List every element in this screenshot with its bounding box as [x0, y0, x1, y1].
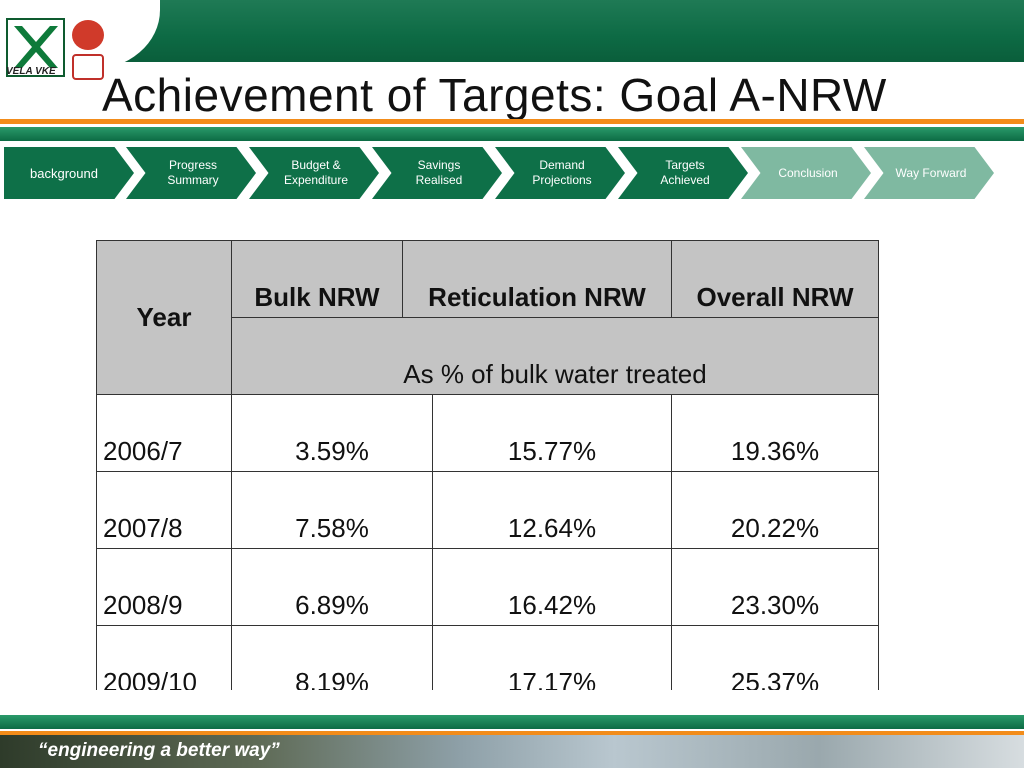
overall-cell: 20.22%: [671, 471, 879, 549]
footer-spacer: [0, 690, 1024, 712]
velavke-logo: [6, 18, 65, 77]
nav-demand-projections[interactable]: Demand Projections: [495, 147, 625, 199]
table-subheader-row: As % of bulk water treated: [97, 317, 879, 395]
nrw-table: Year Bulk NRW Reticulation NRW Overall N…: [96, 240, 879, 703]
year-cell: 2006/7: [96, 394, 232, 472]
reticulation-cell: 15.77%: [432, 394, 672, 472]
table-row: 2008/9 6.89% 16.42% 23.30%: [96, 548, 879, 626]
orange-rule: [0, 119, 1024, 124]
table-header-row: Year Bulk NRW Reticulation NRW Overall N…: [96, 240, 879, 395]
overall-nrw-header: Overall NRW: [671, 240, 879, 318]
nav-savings-realised[interactable]: Savings Realised: [372, 147, 502, 199]
nav-label: background: [30, 165, 98, 181]
page-title: Achievement of Targets: Goal A-NRW: [102, 69, 887, 121]
footer-slogan: “engineering a better way”: [38, 740, 280, 761]
bulk-nrw-header: Bulk NRW: [231, 240, 403, 318]
mm-logo: [72, 20, 104, 50]
footer-orange-rule: [0, 731, 1024, 735]
reticulation-nrw-header: Reticulation NRW: [402, 240, 672, 318]
nav-label: Way Forward: [895, 165, 967, 180]
nav-label: Targets Achieved: [660, 158, 710, 187]
sabs-logo: [72, 54, 104, 80]
nav-progress-summary[interactable]: Progress Summary: [126, 147, 256, 199]
table-row: 2006/7 3.59% 15.77% 19.36%: [96, 394, 879, 472]
logo-brand-text: VELA VKE: [6, 66, 56, 77]
bulk-cell: 3.59%: [231, 394, 433, 472]
nav-label: Conclusion: [778, 165, 838, 180]
section-nav: background Progress Summary Budget & Exp…: [4, 147, 1004, 199]
footer-green-rule: [0, 715, 1024, 729]
year-header: Year: [96, 240, 232, 395]
bulk-cell: 7.58%: [231, 471, 433, 549]
green-rule: [0, 127, 1024, 141]
year-cell: 2008/9: [96, 548, 232, 626]
nav-label: Budget & Expenditure: [283, 158, 349, 187]
reticulation-cell: 16.42%: [432, 548, 672, 626]
nav-label: Demand Projections: [532, 158, 592, 187]
table-row: 2007/8 7.58% 12.64% 20.22%: [96, 471, 879, 549]
reticulation-cell: 12.64%: [432, 471, 672, 549]
year-cell: 2007/8: [96, 471, 232, 549]
nav-targets-achieved[interactable]: Targets Achieved: [618, 147, 748, 199]
overall-cell: 23.30%: [671, 548, 879, 626]
percent-subheader: As % of bulk water treated: [231, 317, 879, 395]
top-banner: [0, 0, 1024, 62]
nav-conclusion[interactable]: Conclusion: [741, 147, 871, 199]
nav-budget-expenditure[interactable]: Budget & Expenditure: [249, 147, 379, 199]
bulk-cell: 6.89%: [231, 548, 433, 626]
footer-photo: [0, 735, 1024, 768]
overall-cell: 19.36%: [671, 394, 879, 472]
nav-background[interactable]: background: [4, 147, 134, 199]
nav-label: Progress Summary: [167, 158, 219, 187]
nav-label: Savings Realised: [415, 158, 463, 187]
nav-way-forward[interactable]: Way Forward: [864, 147, 994, 199]
